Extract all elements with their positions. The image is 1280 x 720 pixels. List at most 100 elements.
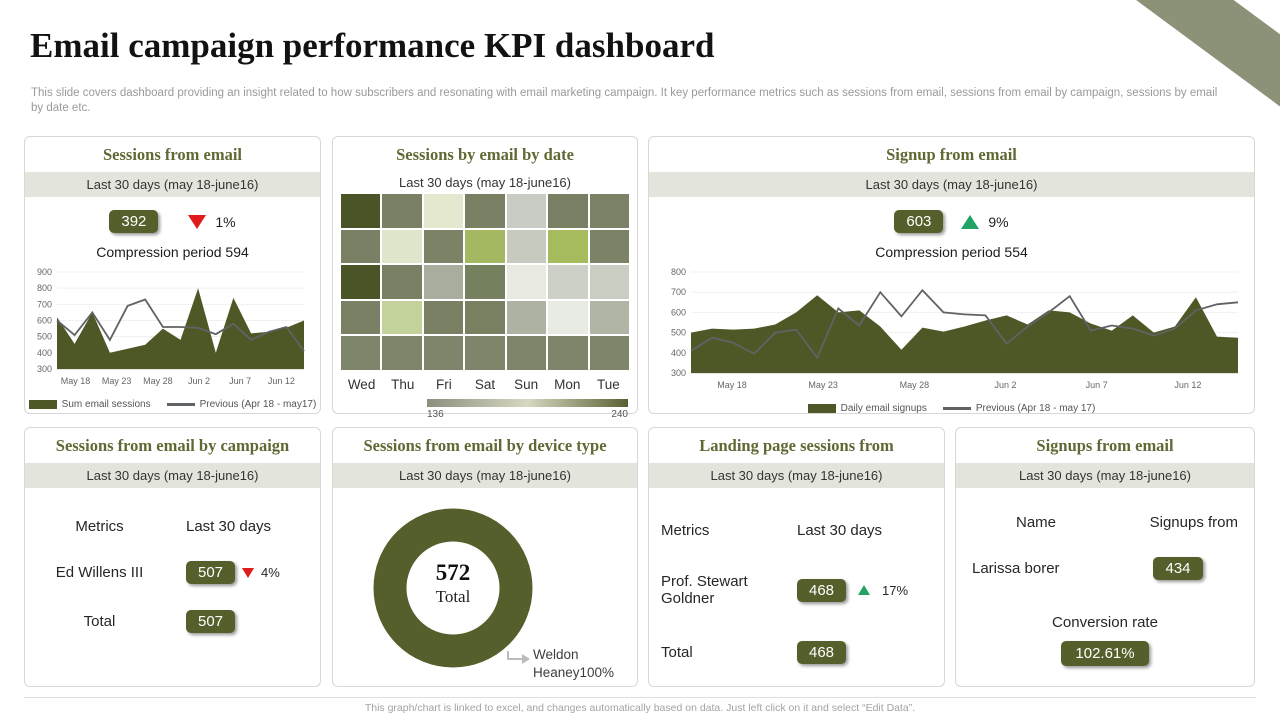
heatmap-cell bbox=[341, 229, 381, 263]
heatmap-cell bbox=[548, 194, 588, 228]
legend-label: Previous (Apr 18 - may 17) bbox=[975, 403, 1096, 414]
donut-ring bbox=[373, 508, 533, 668]
svg-text:800: 800 bbox=[671, 267, 686, 277]
heatmap-cell bbox=[589, 194, 629, 228]
heatmap-gradient-bar bbox=[427, 398, 628, 407]
heatmap-cell bbox=[506, 265, 547, 299]
panel-sessions-by-campaign: Sessions from email by campaign Last 30 … bbox=[24, 427, 321, 687]
value-badge: 434 bbox=[1153, 557, 1203, 580]
svg-text:May 23: May 23 bbox=[808, 380, 838, 390]
conversion-rate-label: Conversion rate bbox=[1052, 614, 1158, 631]
row-label: Prof. Stewart Goldner bbox=[661, 573, 748, 607]
svg-text:700: 700 bbox=[671, 287, 686, 297]
heatmap-cell bbox=[382, 194, 422, 228]
panel-title: Signups from email bbox=[1036, 436, 1174, 455]
heatmap-cell bbox=[382, 336, 422, 370]
heatmap-day-label: Wed bbox=[347, 376, 376, 392]
column-header-last-30-days: Last 30 days bbox=[186, 518, 272, 535]
table-row: Total 468 bbox=[649, 641, 944, 664]
kpi-value-badge: 603 bbox=[894, 210, 944, 233]
heatmap-cell bbox=[465, 265, 505, 299]
heatmap-cell bbox=[589, 336, 629, 370]
svg-text:Jun 2: Jun 2 bbox=[188, 376, 210, 386]
row-label: Total bbox=[83, 613, 116, 630]
svg-text:600: 600 bbox=[671, 307, 686, 317]
panel-signup-from-email: Signup from email Last 30 days (may 18-j… bbox=[648, 136, 1255, 414]
heatmap-cell bbox=[506, 229, 547, 263]
heatmap-cell bbox=[589, 265, 629, 299]
legend-label: Daily email signups bbox=[840, 403, 927, 414]
heatmap-cell bbox=[341, 194, 381, 228]
column-header-signups-from: Signups from bbox=[1149, 514, 1238, 531]
heatmap-cell bbox=[341, 300, 381, 334]
donut-slice-label: Weldon Heaney100% bbox=[533, 646, 615, 680]
svg-text:300: 300 bbox=[37, 364, 52, 374]
value-badge: 507 bbox=[186, 610, 236, 633]
legend-area-swatch bbox=[807, 404, 836, 413]
heatmap-cell bbox=[341, 265, 381, 299]
heatmap-cell bbox=[423, 300, 464, 334]
footer-divider bbox=[24, 697, 1256, 698]
down-triangle-icon bbox=[242, 567, 255, 578]
column-header-name: Name bbox=[1016, 514, 1057, 531]
heatmap-day-label: Sun bbox=[514, 376, 539, 392]
row-label: Larissa borer bbox=[972, 560, 1060, 577]
svg-text:Jun 12: Jun 12 bbox=[268, 376, 295, 386]
legend-item: Previous (Apr 18 - may 17) bbox=[942, 403, 1096, 414]
heatmap-cell bbox=[465, 194, 505, 228]
legend-label: Sum email sessions bbox=[61, 399, 151, 410]
svg-text:Jun 2: Jun 2 bbox=[995, 380, 1017, 390]
panel-title: Sessions from email bbox=[102, 145, 243, 164]
heatmap-cell bbox=[506, 194, 547, 228]
row-label: Total bbox=[661, 644, 693, 661]
signup-chart-legend: Daily email signups Previous (Apr 18 - ma… bbox=[649, 403, 1254, 414]
legend-item: Sum email sessions bbox=[28, 399, 151, 410]
heatmap-cell bbox=[423, 194, 464, 228]
callout-arrow-icon bbox=[507, 651, 530, 664]
up-triangle-icon bbox=[858, 585, 871, 595]
kpi-note: Compression period 594 bbox=[96, 244, 249, 260]
svg-text:400: 400 bbox=[37, 348, 52, 358]
svg-text:May 18: May 18 bbox=[61, 376, 91, 386]
heatmap-day-label: Tue bbox=[597, 376, 620, 392]
heatmap-cell bbox=[423, 229, 464, 263]
legend-line-swatch bbox=[942, 407, 971, 410]
kpi-value-badge: 392 bbox=[109, 210, 159, 233]
period-label: Last 30 days (may 18-june16) bbox=[956, 463, 1254, 488]
date-heatmap bbox=[341, 194, 629, 370]
period-label: Last 30 days (may 18-june16) bbox=[333, 463, 637, 488]
heatmap-cell bbox=[548, 229, 588, 263]
heatmap-cell bbox=[548, 336, 588, 370]
heatmap-cell bbox=[589, 229, 629, 263]
svg-text:400: 400 bbox=[671, 348, 686, 358]
heatmap-cell bbox=[423, 265, 464, 299]
period-label: Last 30 days (may 18-june16) bbox=[25, 463, 320, 488]
panel-title: Sessions by email by date bbox=[396, 145, 574, 164]
panel-title: Signup from email bbox=[886, 145, 1017, 164]
svg-text:800: 800 bbox=[37, 283, 52, 293]
period-label: Last 30 days (may 18-june16) bbox=[25, 172, 320, 197]
period-label: Last 30 days (may 18-june16) bbox=[399, 175, 571, 190]
panel-sessions-by-date: Sessions by email by date Last 30 days (… bbox=[332, 136, 638, 420]
heatmap-cell bbox=[382, 229, 422, 263]
svg-text:700: 700 bbox=[37, 299, 52, 309]
decoration-stripe-thick bbox=[1097, 0, 1280, 150]
donut-total-label: Total bbox=[435, 587, 471, 606]
heatmap-day-label: Fri bbox=[435, 376, 452, 392]
svg-text:900: 900 bbox=[37, 267, 52, 277]
up-triangle-icon bbox=[961, 214, 980, 229]
table-header-row: Name Signups from bbox=[956, 514, 1254, 531]
column-header-metrics: Metrics bbox=[661, 522, 710, 539]
svg-text:Jun 7: Jun 7 bbox=[229, 376, 251, 386]
svg-text:May 28: May 28 bbox=[900, 380, 930, 390]
heatmap-day-label: Sat bbox=[474, 376, 496, 392]
panel-signups-from-email: Signups from email Last 30 days (may 18-… bbox=[955, 427, 1255, 687]
column-header-metrics: Metrics bbox=[75, 518, 124, 535]
kpi-delta: 9% bbox=[988, 213, 1009, 230]
svg-text:500: 500 bbox=[671, 328, 686, 338]
panel-sessions-from-email: Sessions from email Last 30 days (may 18… bbox=[24, 136, 321, 414]
row-delta: 17% bbox=[882, 582, 909, 598]
panel-landing-page-sessions: Landing page sessions from Last 30 days … bbox=[648, 427, 945, 687]
value-badge: 468 bbox=[797, 578, 847, 602]
heatmap-day-labels: Wed Thu Fri Sat Sun Mon Tue bbox=[341, 377, 629, 392]
